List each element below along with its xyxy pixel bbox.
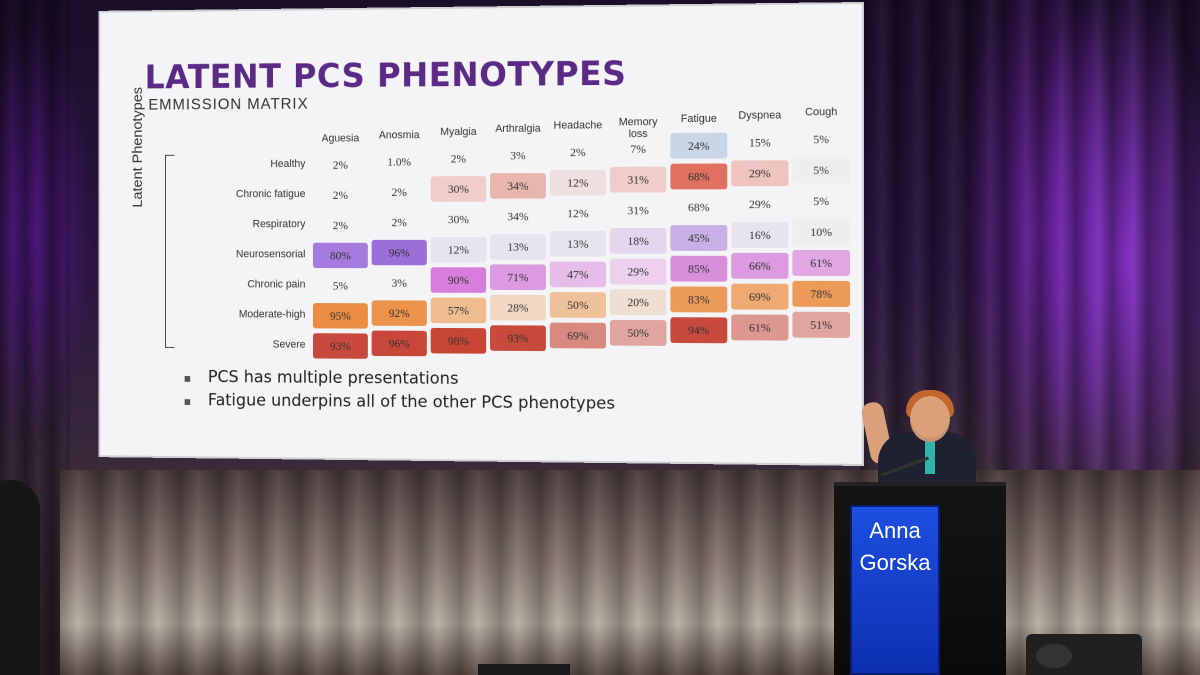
matrix-row-header: Severe xyxy=(272,338,306,351)
matrix-cell: 83% xyxy=(670,286,728,313)
matrix-cell: 13% xyxy=(549,231,607,257)
matrix-cell: 7% xyxy=(630,141,646,156)
matrix-cell: 68% xyxy=(670,163,728,190)
matrix-cell: 2% xyxy=(391,214,407,229)
matrix-cell: 5% xyxy=(792,157,851,184)
bullet-item: PCS has multiple presentations xyxy=(184,367,615,390)
matrix-row-header: Chronic fatigue xyxy=(235,188,306,201)
matrix-cell: 34% xyxy=(507,208,529,223)
matrix-cell: 34% xyxy=(490,172,546,199)
audience-member-silhouette xyxy=(0,480,40,675)
speaker-grille xyxy=(1036,644,1072,668)
matrix-cell: 96% xyxy=(371,330,427,357)
matrix-cell: 12% xyxy=(549,169,607,196)
matrix-cell: 2% xyxy=(570,144,586,159)
matrix-cell: 29% xyxy=(731,160,789,187)
matrix-cell: 2% xyxy=(391,184,407,199)
podium-name-display: Anna Gorska xyxy=(850,505,940,675)
podium-name-first: Anna xyxy=(869,518,921,543)
matrix-cell: 5% xyxy=(813,193,830,208)
matrix-cell: 13% xyxy=(490,234,546,260)
matrix-cell: 15% xyxy=(748,134,771,149)
matrix-cell: 20% xyxy=(609,289,667,316)
matrix-cell: 61% xyxy=(792,249,851,276)
matrix-row-header: Healthy xyxy=(270,158,306,170)
matrix-cell: 94% xyxy=(670,317,728,344)
matrix-cell: 29% xyxy=(609,258,667,285)
matrix-cell: 66% xyxy=(731,252,789,279)
matrix-row-header: Moderate-high xyxy=(238,308,306,321)
matrix-cell: 30% xyxy=(430,176,487,202)
matrix-column-header: Dyspnea xyxy=(738,109,782,122)
matrix-column-header: Myalgia xyxy=(440,126,477,139)
matrix-cell: 57% xyxy=(430,297,487,324)
matrix-cell: 92% xyxy=(371,300,427,326)
matrix-cell: 69% xyxy=(731,283,789,310)
matrix-cell: 47% xyxy=(549,261,607,288)
matrix-cell: 5% xyxy=(332,278,348,292)
matrix-cell: 69% xyxy=(549,322,607,349)
matrix-cell: 3% xyxy=(391,275,407,290)
matrix-cell: 24% xyxy=(670,132,728,159)
matrix-cell: 68% xyxy=(687,199,710,214)
slide-bullets: PCS has multiple presentations Fatigue u… xyxy=(184,367,615,417)
matrix-row-header: Respiratory xyxy=(252,218,306,231)
y-axis-label: Latent Phenotypes xyxy=(129,86,146,208)
matrix-cell: 2% xyxy=(332,157,348,172)
matrix-cell: 31% xyxy=(627,202,649,217)
matrix-column-header: Headache xyxy=(553,119,603,132)
matrix-cell: 90% xyxy=(430,267,487,293)
matrix-cell: 95% xyxy=(312,303,368,329)
matrix-cell: 93% xyxy=(312,333,368,359)
speaker-lanyard xyxy=(925,440,935,474)
matrix-cell: 16% xyxy=(731,222,789,248)
matrix-cell: 61% xyxy=(731,314,789,341)
projection-screen: LATENT PCS PHENOTYPES EMMISSION MATRIX L… xyxy=(98,2,865,466)
matrix-cell: 18% xyxy=(609,228,667,254)
matrix-cell: 50% xyxy=(549,292,607,318)
matrix-cell: 30% xyxy=(447,211,469,226)
matrix-cell: 29% xyxy=(748,196,771,211)
matrix-cell: 45% xyxy=(670,225,728,251)
matrix-cell: 12% xyxy=(567,205,589,220)
lower-curtain xyxy=(60,470,1200,675)
phenotype-bracket xyxy=(165,154,175,348)
slide-subtitle: EMMISSION MATRIX xyxy=(148,95,309,114)
matrix-cell: 1.0% xyxy=(387,154,412,169)
matrix-cell: 2% xyxy=(332,217,348,232)
matrix-column-header: Aguesia xyxy=(321,132,360,145)
matrix-cell: 98% xyxy=(430,327,487,354)
matrix-cell: 71% xyxy=(490,264,546,291)
matrix-cell: 51% xyxy=(792,311,851,338)
matrix-cell: 5% xyxy=(813,131,830,146)
matrix-column-header: Cough xyxy=(805,106,838,119)
matrix-cell: 31% xyxy=(609,166,667,193)
matrix-cell: 28% xyxy=(490,294,546,321)
matrix-cell: 12% xyxy=(430,236,487,263)
matrix-cell: 2% xyxy=(332,187,348,202)
bullet-item: Fatigue underpins all of the other PCS p… xyxy=(184,390,615,414)
matrix-cell: 93% xyxy=(490,325,546,352)
matrix-cell: 80% xyxy=(312,242,368,269)
matrix-cell: 2% xyxy=(450,151,467,165)
matrix-cell: 85% xyxy=(670,255,728,282)
matrix-column-header: Arthralgia xyxy=(495,122,541,135)
stage-box xyxy=(478,664,570,675)
matrix-cell: 3% xyxy=(510,147,526,162)
podium-name-last: Gorska xyxy=(859,550,931,575)
matrix-row-header: Neurosensorial xyxy=(235,248,306,261)
matrix-cell: 50% xyxy=(609,319,667,346)
matrix-column-header: Anosmia xyxy=(378,129,420,142)
matrix-column-header: Fatigue xyxy=(680,112,717,126)
matrix-cell: 78% xyxy=(792,280,851,307)
matrix-cell: 10% xyxy=(792,219,851,245)
speaker-head xyxy=(910,396,950,442)
slide-title: LATENT PCS PHENOTYPES xyxy=(144,54,627,98)
matrix-row-header: Chronic pain xyxy=(247,278,306,291)
matrix-cell: 96% xyxy=(371,239,427,266)
